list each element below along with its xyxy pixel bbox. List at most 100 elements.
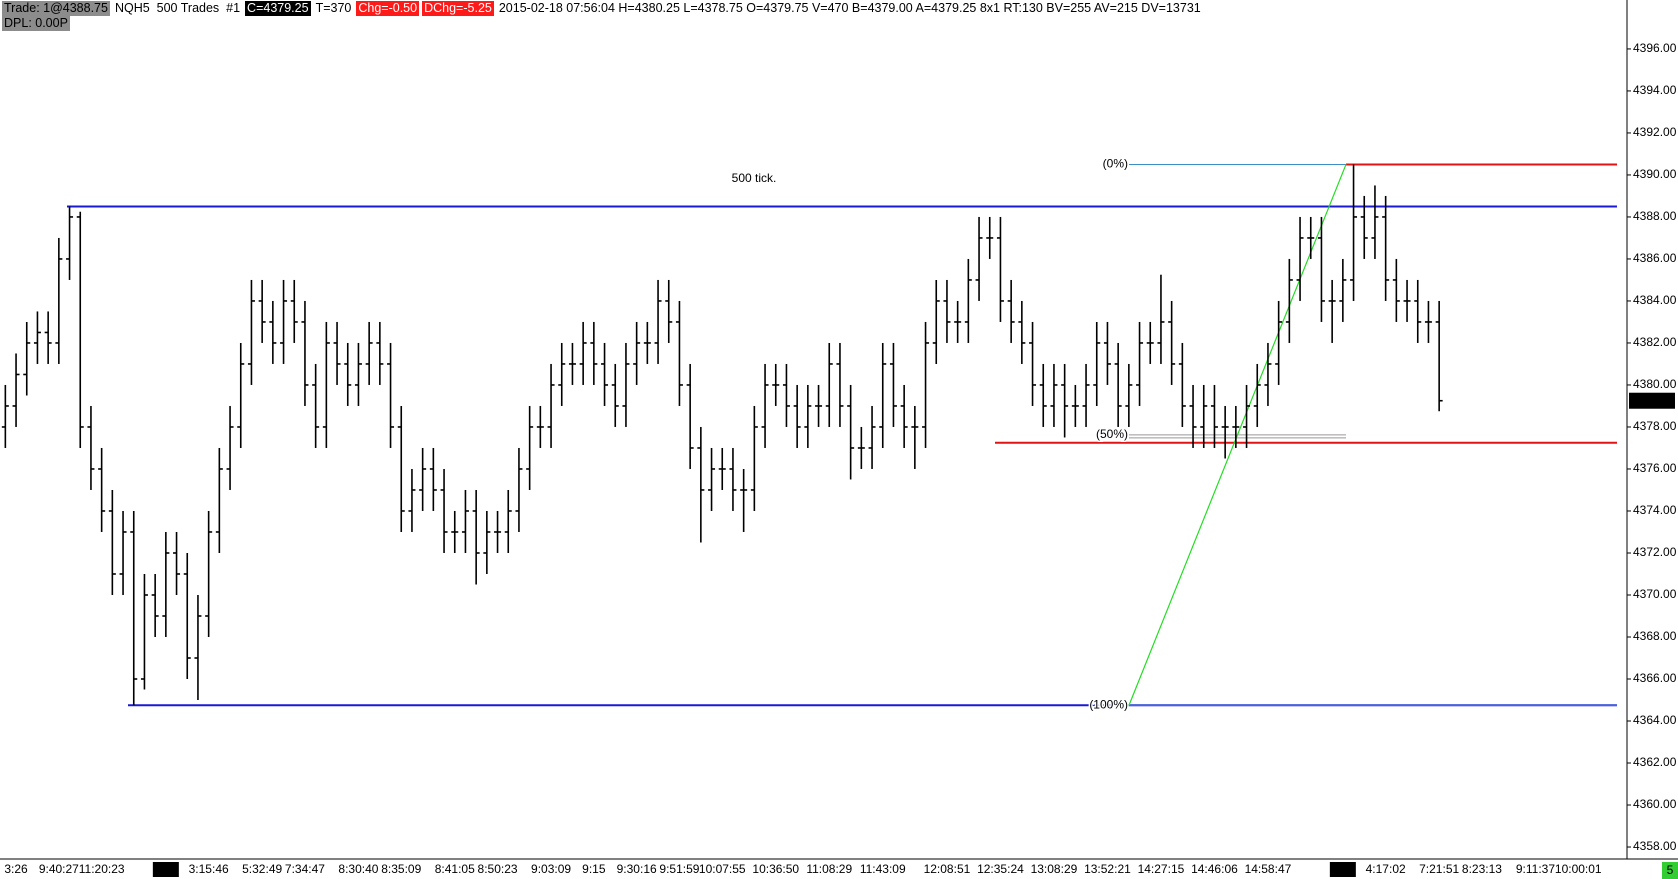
date-marker — [152, 862, 179, 877]
ohlc-bar — [1157, 274, 1165, 364]
ohlc-bar — [1125, 363, 1133, 427]
ohlc-bar — [387, 342, 395, 448]
x-tick-label: 2-18 — [1331, 862, 1355, 876]
y-tick-label: 4368.00 — [1633, 629, 1677, 643]
fib-level-label: (50%) — [1096, 427, 1128, 441]
ohlc-bar — [408, 468, 416, 532]
x-tick-label: 7:21:51 — [1419, 862, 1459, 876]
y-tick-label: 4370.00 — [1633, 587, 1677, 601]
ohlc-bar — [782, 363, 790, 427]
ohlc-bar — [472, 489, 480, 585]
ohlc-bar — [697, 426, 705, 543]
ohlc-bar — [954, 300, 962, 343]
fib-level-label: (100%) — [1089, 697, 1128, 711]
x-tick-label: 10:07:55 — [699, 862, 746, 876]
ohlc-bar — [354, 342, 362, 406]
ohlc-bar — [900, 384, 908, 448]
ohlc-bar — [654, 279, 662, 364]
ohlc-bar — [12, 353, 20, 427]
ohlc-bar — [440, 468, 448, 553]
ohlc-bar — [579, 321, 587, 385]
ohlc-bar — [1061, 363, 1069, 438]
ohlc-bar — [815, 384, 823, 427]
ohlc-bar — [1403, 279, 1411, 322]
ohlc-bar — [1018, 300, 1026, 364]
ohlc-bar — [301, 300, 309, 406]
ohlc-bar — [1328, 279, 1336, 343]
ohlc-bar — [365, 321, 373, 385]
y-tick-label: 4392.00 — [1633, 125, 1677, 139]
ohlc-bar — [1200, 384, 1208, 448]
x-tick-label: 10:00:01 — [1555, 862, 1602, 876]
x-tick-label: 11:43:09 — [860, 862, 906, 876]
ohlc-bar — [429, 447, 437, 511]
ohlc-bar — [1029, 321, 1037, 406]
x-tick-label: 3:26 — [4, 862, 28, 876]
x-tick-label: 8:50:23 — [478, 862, 518, 876]
ohlc-bar — [290, 279, 298, 343]
y-tick-label: 4388.00 — [1633, 209, 1677, 223]
x-tick-label: 8:23:13 — [1462, 862, 1502, 876]
x-tick-label: 3:15:46 — [189, 862, 229, 876]
ohlc-bar — [1285, 258, 1293, 343]
ohlc-bar — [333, 321, 341, 385]
badge — [1662, 862, 1678, 879]
ohlc-bar — [312, 363, 320, 448]
ohlc-bar — [23, 321, 31, 396]
ohlc-bar — [932, 279, 940, 364]
ohlc-bar — [258, 279, 266, 343]
ohlc-bar — [1339, 258, 1347, 322]
ohlc-bar — [1382, 195, 1390, 301]
ohlc-bar — [1414, 279, 1422, 343]
header-field: Trade: 1@4388.75 — [2, 1, 110, 16]
ohlc-bar — [975, 216, 983, 301]
x-tick-label: 14:58:47 — [1245, 862, 1292, 876]
ohlc-bar — [740, 468, 748, 532]
ohlc-bar — [269, 300, 277, 364]
ohlc-bar — [87, 405, 95, 490]
ohlc-bar — [1435, 300, 1443, 412]
ohlc-bar — [1264, 342, 1272, 406]
ohlc-bar — [964, 258, 972, 343]
ohlc-bar — [1210, 384, 1218, 448]
ohlc-bar — [183, 552, 191, 680]
ohlc-bar — [1082, 363, 1090, 427]
x-tick-label: 12:08:51 — [924, 862, 971, 876]
x-tick-label: 8:41:05 — [435, 862, 475, 876]
y-tick-label: 4396.00 — [1633, 41, 1677, 55]
ohlc-bar — [622, 342, 630, 427]
badge-label: 5 — [1667, 863, 1674, 877]
ohlc-bar — [451, 510, 459, 553]
ohlc-bar — [568, 342, 576, 385]
ohlc-bar — [665, 279, 673, 343]
ohlc-bar — [996, 216, 1004, 322]
ohlc-bar — [1103, 321, 1111, 385]
y-tick-label: 4378.00 — [1633, 419, 1677, 433]
ohlc-bar — [836, 342, 844, 427]
ohlc-bar — [793, 384, 801, 448]
ohlc-bar — [868, 405, 876, 469]
ohlc-bar — [879, 342, 887, 448]
last-price-tag — [1629, 392, 1675, 409]
header-row: DPL: 0.00P — [2, 16, 1206, 31]
ohlc-bar — [686, 363, 694, 469]
ohlc-bar — [611, 363, 619, 427]
y-tick-label: 4382.00 — [1633, 335, 1677, 349]
ohlc-bar — [1, 384, 9, 448]
y-tick-label: 4384.00 — [1633, 293, 1677, 307]
ohlc-bar — [1050, 363, 1058, 427]
ohlc-bar — [536, 405, 544, 448]
header-field: NQH5 500 Trades #1 — [112, 1, 243, 16]
ohlc-bar — [847, 384, 855, 480]
ohlc-bar — [33, 311, 41, 364]
header-field: C=4379.25 — [245, 1, 311, 16]
ohlc-bar — [1371, 185, 1379, 259]
ohlc-bar — [1136, 321, 1144, 406]
ohlc-bar — [1424, 300, 1432, 343]
x-tick-label: 9:15 — [582, 862, 606, 876]
ohlc-bar — [1232, 405, 1240, 448]
x-tick-label: 9:11:37 — [1516, 862, 1555, 876]
y-tick-label: 4372.00 — [1633, 545, 1677, 559]
ohlc-bar — [547, 363, 555, 448]
x-tick-label: 9:40:27 — [39, 862, 79, 876]
